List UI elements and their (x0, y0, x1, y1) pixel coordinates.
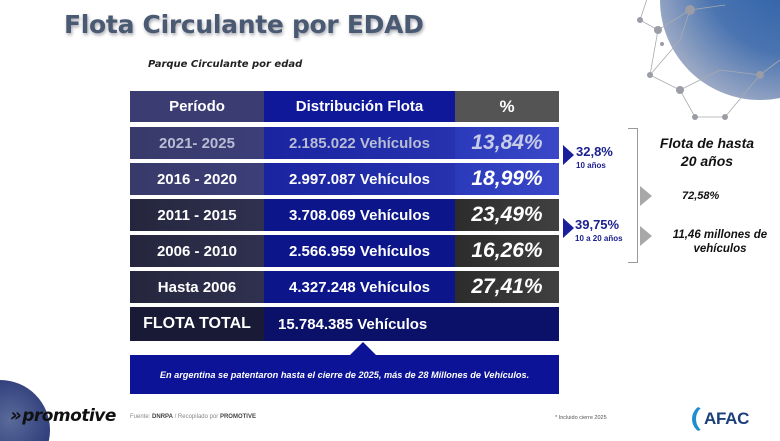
percent-cell: 13,84% (455, 127, 559, 159)
fleet-cell: 2.185.022 Vehículos (264, 127, 455, 159)
percent-cell: 27,41% (455, 271, 559, 303)
table-row: 2021- 2025 2.185.022 Vehículos 13,84% (130, 127, 559, 159)
table-row: Hasta 2006 4.327.248 Vehículos 27,41% (130, 271, 559, 303)
total-label: FLOTA TOTAL (130, 307, 264, 341)
group-percent-mid: 39,75% (575, 217, 620, 232)
column-header-period: Período (130, 91, 264, 122)
total-percent-empty (455, 307, 559, 341)
promotive-brand-text: promotive (22, 405, 116, 426)
bracket-divider (628, 128, 638, 263)
summary-arrow-icon (640, 186, 652, 206)
group-percent-recent: 32,8% (576, 144, 613, 159)
promotive-logo: » promotive (10, 405, 116, 426)
table-total-row: FLOTA TOTAL 15.784.385 Vehículos (130, 307, 559, 341)
afac-swoosh-icon (692, 404, 722, 434)
period-cell: 2011 - 2015 (130, 199, 264, 231)
summary-total: 11,46 millones de vehículos (672, 229, 768, 255)
fleet-cell: 2.997.087 Vehículos (264, 163, 455, 195)
summary-title: Flota de hasta 20 años (659, 135, 755, 169)
page-subtitle: Parque Circulante por edad (148, 59, 303, 70)
fleet-cell: 3.708.069 Vehículos (264, 199, 455, 231)
fleet-cell: 2.566.959 Vehículos (264, 235, 455, 267)
page-title: Flota Circulante por EDAD (64, 10, 424, 39)
period-cell: 2006 - 2010 (130, 235, 264, 267)
column-header-fleet: Distribución Flota (264, 91, 455, 122)
group-label-mid: 10 a 20 años (575, 234, 623, 243)
table-row: 2016 - 2020 2.997.087 Vehículos 18,99% (130, 163, 559, 195)
summary-arrow-icon (640, 226, 652, 246)
network-globe-decoration (637, 0, 780, 120)
percent-cell: 18,99% (455, 163, 559, 195)
period-cell: 2021- 2025 (130, 127, 264, 159)
promotive-mark-icon: » (10, 405, 22, 426)
table-row: 2011 - 2015 3.708.069 Vehículos 23,49% (130, 199, 559, 231)
percent-cell: 23,49% (455, 199, 559, 231)
column-header-percent: % (455, 91, 559, 122)
note-callout: En argentina se patentaron hasta el cier… (130, 342, 559, 394)
footnote: * Incluido cierre 2025 (555, 415, 607, 421)
percent-cell: 16,26% (455, 235, 559, 267)
source-compiler: PROMOTIVE (219, 414, 256, 420)
source-prefix: Fuente: (130, 414, 151, 420)
table-row: 2006 - 2010 2.566.959 Vehículos 16,26% (130, 235, 559, 267)
table-header-row: Período Distribución Flota % (130, 91, 559, 122)
source-credit: Fuente: DNRPA / Recopilado por PROMOTIVE (130, 414, 256, 420)
source-name: DNRPA (152, 414, 173, 420)
source-mid: / Recopilado por (174, 414, 219, 420)
afac-logo-text: AFAC (704, 409, 750, 428)
summary-percent: 72,58% (682, 190, 720, 202)
afac-logo: AFAC (692, 402, 762, 434)
group-label-recent: 10 años (576, 161, 606, 170)
fleet-cell: 4.327.248 Vehículos (264, 271, 455, 303)
group-arrow-icon (563, 218, 574, 238)
total-fleet: 15.784.385 Vehículos (264, 307, 455, 341)
fleet-age-table: Período Distribución Flota % 2021- 2025 … (130, 91, 559, 345)
period-cell: 2016 - 2020 (130, 163, 264, 195)
group-arrow-icon (563, 145, 574, 165)
period-cell: Hasta 2006 (130, 271, 264, 303)
note-text: En argentina se patentaron hasta el cier… (159, 369, 530, 380)
